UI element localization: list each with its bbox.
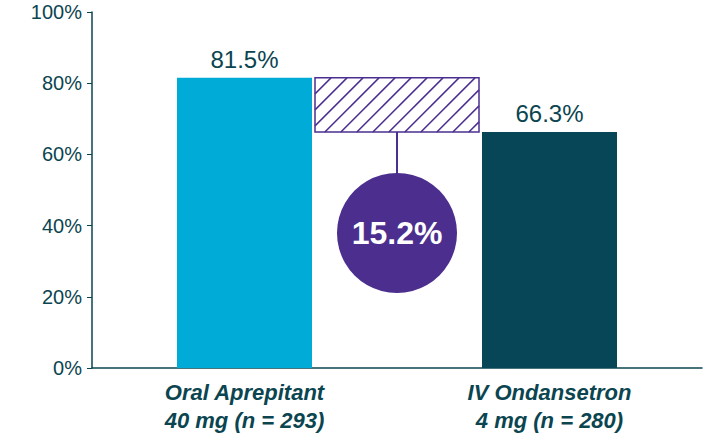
svg-text:100%: 100% — [31, 1, 82, 23]
svg-text:66.3%: 66.3% — [515, 100, 583, 127]
svg-text:4 mg (n = 280): 4 mg (n = 280) — [475, 408, 623, 433]
svg-text:60%: 60% — [42, 143, 82, 165]
svg-text:80%: 80% — [42, 72, 82, 94]
svg-text:IV Ondansetron: IV Ondansetron — [468, 380, 632, 405]
svg-text:40 mg (n = 293): 40 mg (n = 293) — [164, 408, 325, 433]
svg-text:Oral Aprepitant: Oral Aprepitant — [165, 380, 326, 405]
svg-text:20%: 20% — [42, 286, 82, 308]
svg-text:0%: 0% — [53, 357, 82, 379]
svg-text:40%: 40% — [42, 215, 82, 237]
svg-text:15.2%: 15.2% — [352, 215, 443, 251]
svg-text:81.5%: 81.5% — [210, 46, 278, 73]
